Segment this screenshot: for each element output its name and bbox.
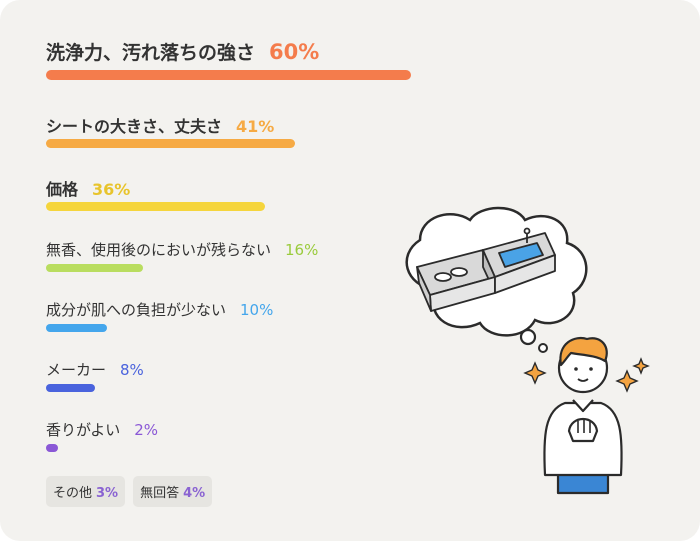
chip-value: 3%	[96, 486, 119, 501]
category-label: シートの大きさ、丈夫さ	[46, 117, 223, 136]
other-answers: その他 3% 無回答 4%	[46, 476, 213, 507]
category-label: 無香、使用後のにおいが残らない	[46, 241, 272, 259]
category-label: メーカー	[46, 361, 107, 379]
thought-bubble	[405, 206, 588, 353]
category-label: 洗浄力、汚れ落ちの強さ	[46, 42, 256, 64]
category-label: 香りがよい	[46, 421, 121, 439]
hands	[567, 417, 599, 443]
sparkle-icons	[523, 357, 650, 393]
chip-other: その他 3%	[46, 476, 126, 507]
sparkle-icon	[632, 357, 650, 375]
bar	[46, 444, 58, 452]
value-label: 2%	[134, 421, 159, 439]
category-label: 成分が肌への負担が少ない	[46, 301, 227, 319]
bubble-dot-large	[519, 328, 537, 346]
category-label: 価格	[46, 180, 79, 199]
bar	[46, 264, 143, 272]
bar-row-good-scent: 香りがよい 2%	[46, 419, 159, 452]
bar-row-cleaning-power: 洗浄力、汚れ落ちの強さ 60%	[46, 38, 411, 80]
chip-no-answer: 無回答 4%	[133, 476, 213, 507]
value-label: 16%	[285, 241, 319, 259]
bar	[46, 324, 107, 332]
thinking-person-illustration	[405, 206, 650, 495]
person-figure	[543, 336, 623, 495]
value-label: 8%	[120, 361, 144, 379]
bar	[46, 384, 95, 392]
hair	[559, 336, 608, 367]
bubble-dot-small	[538, 343, 548, 353]
chip-value: 4%	[183, 486, 206, 501]
bar-row-unscented: 無香、使用後のにおいが残らない 16%	[46, 239, 319, 272]
bar	[46, 70, 411, 80]
kitchen-sink-icon	[416, 227, 556, 312]
value-label: 10%	[240, 301, 274, 319]
bar-row-maker: メーカー 8%	[46, 359, 144, 392]
bar-row-price: 価格 36%	[46, 176, 265, 211]
sparkle-icon	[615, 369, 639, 393]
bar-row-skin-friendly: 成分が肌への負担が少ない 10%	[46, 299, 274, 332]
value-label: 41%	[236, 117, 275, 136]
sparkle-icon	[523, 361, 547, 385]
value-label: 60%	[269, 40, 320, 64]
chip-label: 無回答	[140, 486, 180, 501]
value-label: 36%	[92, 180, 131, 199]
bar	[46, 139, 295, 148]
chip-label: その他	[53, 486, 93, 501]
bar	[46, 202, 265, 211]
bar-row-sheet-size: シートの大きさ、丈夫さ 41%	[46, 113, 295, 148]
